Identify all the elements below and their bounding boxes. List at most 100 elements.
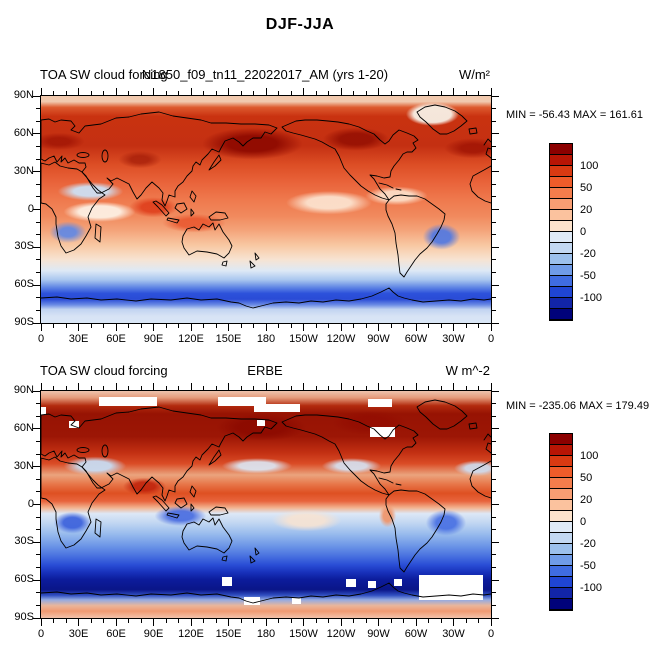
axis-tick [165,386,167,390]
axis-tick [492,259,496,261]
axis-tick [440,324,442,328]
axis-tick [340,383,342,390]
axis-tick [290,324,292,328]
panel2-variable-title: TOA SW cloud forcing [40,363,168,378]
axis-tick [492,516,496,518]
axis-tick [315,386,317,390]
coastline-greenland [416,104,468,135]
axis-tick [492,592,496,594]
axis-tick [36,604,40,606]
axis-tick [90,619,92,623]
axis-tick [492,108,496,110]
axis-tick [178,386,179,390]
axis-tick [36,415,40,417]
axis-tick [36,234,40,236]
coastline-java [166,217,180,224]
axis-tick [492,390,499,392]
axis-tick [290,619,292,623]
axis-tick [78,88,79,95]
axis-tick [492,246,499,248]
axis-tick [203,619,204,623]
colorbar-segment [550,434,572,445]
axis-tick [415,324,417,331]
axis-tick [265,383,267,390]
axis-tick [265,619,267,626]
axis-tick [165,324,167,328]
colorbar-segment [550,500,572,511]
axis-tick [465,619,467,623]
axis-tick [240,619,242,623]
axis-tick [36,196,40,198]
colorbar-model: 100 50 20 0 -20 -50 -100 [549,143,602,321]
colorbar-label: 20 [580,204,593,216]
axis-tick [40,619,42,626]
axis-tick [478,619,479,623]
axis-tick [492,309,496,311]
axis-tick [140,619,142,623]
x-tick-label: 90E [143,333,164,345]
coastline-iberia [485,147,491,159]
colorbar-segment [550,544,572,555]
y-tick-label: 30N [13,164,34,177]
coastline-overlay [41,104,491,309]
axis-tick [165,91,167,95]
colorbar-segment [550,456,572,467]
missing-data-patch [292,598,301,604]
x-tick-label: 120W [326,628,356,640]
axis-tick [415,88,417,95]
axis-tick [315,324,317,328]
coastline-antarctica [41,287,491,309]
x-tick-label: 60W [404,333,428,345]
axis-tick [36,491,40,493]
axis-tick [492,617,499,619]
axis-tick [378,619,379,626]
axis-tick [36,145,40,147]
axis-tick [140,91,142,95]
axis-tick [203,386,204,390]
missing-data-patch [244,597,260,605]
axis-tick [115,88,117,95]
axis-tick [492,478,496,480]
x-tick-label: 30W [442,628,465,640]
axis-tick [40,88,42,95]
axis-tick [115,324,117,331]
axis-tick [36,120,40,122]
axis-tick [36,567,40,569]
axis-tick [492,234,496,236]
axis-tick [78,324,79,331]
axis-tick [340,88,342,95]
axis-tick [378,383,379,390]
axis-tick [33,209,40,210]
y-tick-label: 90N [13,384,34,396]
colorbar-segment [550,309,572,320]
coastline-japan [208,154,222,171]
colorbar-segment [550,511,572,522]
coastline-madagascar [94,223,102,243]
axis-tick [40,324,42,331]
axis-tick [228,619,229,626]
axis-tick [278,386,279,390]
missing-data-patch [41,407,46,415]
axis-tick [328,386,329,390]
colorbar-segment [550,522,572,533]
missing-data-patch [346,579,356,587]
axis-tick [278,91,279,95]
colorbar-label: 50 [580,472,593,484]
coastline-new-guinea [208,211,229,221]
axis-tick [53,324,54,328]
axis-tick [33,579,40,581]
coastline-cuba [378,182,402,191]
axis-tick [278,324,279,328]
missing-data-patch [254,404,300,412]
axis-tick [36,554,40,556]
coastline-tasmania [221,260,228,267]
axis-tick [36,158,40,160]
axis-tick [153,383,154,390]
axis-tick [215,619,217,623]
axis-tick [453,324,454,331]
axis-tick [492,196,496,198]
axis-tick [428,619,429,623]
axis-tick [490,383,492,390]
colorbar-label: 100 [580,450,599,462]
colorbar-segment [550,232,572,243]
